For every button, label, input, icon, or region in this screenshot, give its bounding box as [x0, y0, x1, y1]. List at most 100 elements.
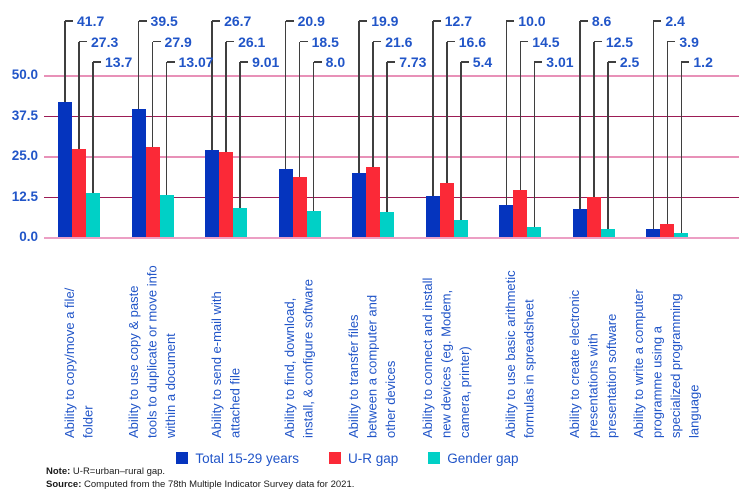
bar	[425, 195, 440, 237]
data-label: 20.9	[297, 13, 325, 29]
data-label: 26.1	[238, 33, 266, 50]
bar	[219, 152, 234, 237]
bar	[278, 169, 293, 237]
data-label: 10.0	[518, 13, 546, 29]
bar	[145, 146, 160, 237]
callout-line	[386, 62, 388, 212]
category-label: Ability to send e-mail with attached fil…	[208, 291, 243, 438]
callout-line	[284, 21, 287, 170]
callout-elbow	[653, 20, 662, 22]
data-label: 8.6	[591, 13, 612, 29]
bar	[205, 150, 220, 237]
callout-elbow	[65, 20, 73, 22]
callout-elbow	[166, 61, 175, 63]
callout-elbow	[299, 40, 308, 43]
callout-line	[446, 41, 448, 184]
bar	[439, 183, 454, 237]
category-label: Ability to use basic arithmetic formulas…	[502, 270, 537, 438]
bar	[600, 228, 615, 237]
data-label: 3.9	[679, 33, 699, 50]
data-label: 2.5	[619, 54, 640, 70]
callout-elbow	[506, 20, 515, 22]
callout-elbow	[138, 20, 147, 22]
legend-item: Gender gap	[428, 451, 519, 466]
data-label: 39.5	[150, 13, 178, 29]
note-line: Note: U-R=urban–rural gap.	[46, 466, 354, 479]
bar	[527, 227, 542, 237]
data-label: 12.7	[444, 13, 472, 29]
category-label: Ability to find, download, install, & co…	[282, 279, 316, 438]
callout-elbow	[359, 20, 368, 22]
callout-line	[239, 62, 241, 208]
category-label: Ability to write a computer programme us…	[631, 289, 702, 438]
bar	[646, 229, 661, 237]
bar	[131, 109, 146, 237]
gridline	[44, 236, 739, 239]
bar	[380, 211, 395, 237]
bar	[586, 196, 601, 237]
gridline	[44, 196, 739, 198]
data-label: 21.6	[385, 33, 413, 50]
note-text: U-R=urban–rural gap.	[70, 466, 166, 477]
callout-elbow	[152, 40, 161, 43]
bar	[306, 211, 321, 237]
legend-swatch	[176, 452, 189, 464]
callout-elbow	[579, 20, 588, 22]
bar	[453, 219, 468, 237]
callout-elbow	[93, 61, 101, 63]
bar	[660, 224, 675, 237]
data-label: 8.0	[325, 54, 346, 70]
legend-label: Total 15-29 years	[195, 450, 299, 466]
footnotes: Note: U-R=urban–rural gap. Source: Compu…	[46, 466, 354, 491]
data-label: 19.9	[371, 13, 399, 29]
legend: Total 15-29 years U-R gap Gender gap	[0, 448, 695, 468]
legend-swatch	[328, 452, 341, 464]
data-label: 7.73	[399, 54, 427, 70]
y-tick-label: 0.0	[19, 229, 38, 244]
callout-line	[680, 62, 683, 234]
category-label: Ability to connect and install new devic…	[420, 277, 472, 438]
category-label: Ability to create electronic presentatio…	[567, 289, 620, 438]
callout-line	[432, 21, 434, 196]
bar	[292, 177, 307, 237]
callout-line	[533, 62, 536, 228]
y-tick-label: 25.0	[11, 148, 38, 163]
callout-elbow	[79, 40, 87, 43]
category-label: Ability to copy/move a file/ folder	[61, 287, 96, 438]
callout-elbow	[226, 40, 235, 43]
data-label: 18.5	[311, 33, 339, 50]
note-label: Note:	[46, 466, 71, 477]
data-label: 5.4	[472, 54, 493, 70]
data-label: 2.4	[665, 13, 685, 29]
data-label: 1.2	[693, 54, 713, 70]
callout-elbow	[667, 40, 676, 43]
callout-line	[92, 62, 94, 193]
bar	[572, 209, 587, 237]
y-tick-label: 37.5	[11, 107, 38, 123]
source-label: Source:	[46, 478, 82, 490]
data-label: 16.6	[458, 33, 486, 50]
bar	[352, 172, 367, 237]
source-line: Source: Computed from the 78th Multiple …	[46, 479, 354, 492]
callout-line	[225, 41, 227, 153]
callout-line	[298, 41, 301, 178]
legend-label: U-R gap	[347, 450, 399, 466]
bar	[499, 204, 514, 237]
source-text: Computed from the 78th Multiple Indicato…	[81, 478, 355, 490]
callout-line	[137, 21, 140, 110]
gridline	[44, 115, 739, 117]
callout-elbow	[460, 61, 469, 63]
callout-elbow	[520, 40, 529, 43]
data-label: 3.01	[546, 54, 574, 70]
callout-line	[78, 41, 80, 149]
legend-swatch	[428, 452, 441, 464]
data-label: 26.7	[224, 13, 252, 29]
callout-elbow	[593, 40, 602, 43]
callout-elbow	[212, 20, 221, 22]
callout-line	[372, 41, 374, 168]
gridline	[44, 156, 739, 158]
callout-line	[579, 21, 581, 210]
data-label: 14.5	[532, 33, 560, 50]
callout-line	[505, 21, 508, 205]
